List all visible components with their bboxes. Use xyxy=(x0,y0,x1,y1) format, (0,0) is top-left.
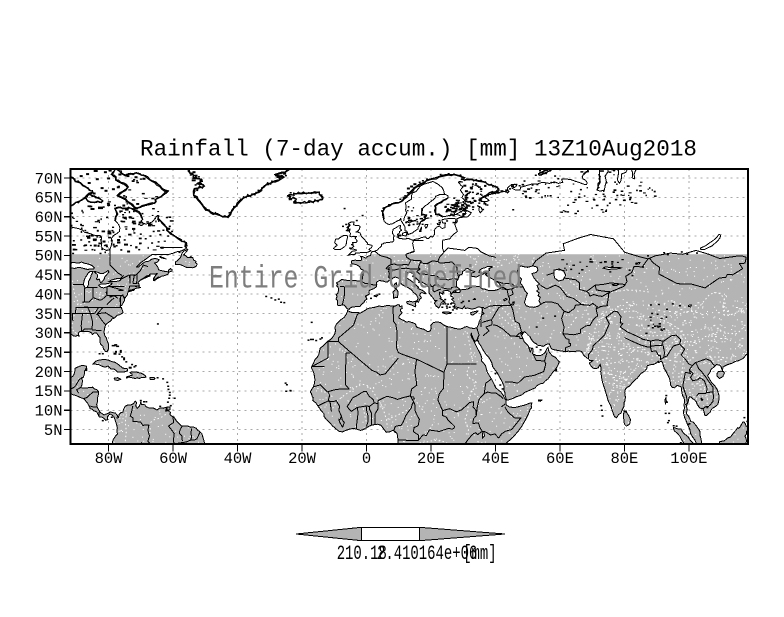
svg-text:[mm]: [mm] xyxy=(463,542,496,565)
svg-text:2.410164e+06: 2.410164e+06 xyxy=(377,542,477,565)
svg-text:20N: 20N xyxy=(35,364,63,382)
svg-text:55N: 55N xyxy=(35,228,63,246)
svg-text:80W: 80W xyxy=(95,450,124,468)
svg-text:70N: 70N xyxy=(35,170,63,188)
svg-text:0: 0 xyxy=(362,450,371,468)
svg-text:Entire Grid Undefined: Entire Grid Undefined xyxy=(209,261,522,298)
svg-text:30N: 30N xyxy=(35,325,63,343)
svg-text:60W: 60W xyxy=(159,450,188,468)
svg-text:40N: 40N xyxy=(35,286,63,304)
svg-text:40E: 40E xyxy=(482,450,510,468)
svg-text:20W: 20W xyxy=(288,450,317,468)
svg-text:20E: 20E xyxy=(417,450,445,468)
svg-text:60N: 60N xyxy=(35,209,63,227)
svg-text:45N: 45N xyxy=(35,267,63,285)
svg-text:5N: 5N xyxy=(44,422,63,440)
svg-text:80E: 80E xyxy=(610,450,638,468)
svg-text:25N: 25N xyxy=(35,344,63,362)
svg-text:Rainfall (7-day accum.) [mm] 1: Rainfall (7-day accum.) [mm] 13Z10Aug201… xyxy=(140,136,697,162)
svg-text:40W: 40W xyxy=(224,450,253,468)
svg-text:210.18: 210.18 xyxy=(337,542,387,565)
svg-text:65N: 65N xyxy=(35,190,63,208)
svg-text:60E: 60E xyxy=(546,450,574,468)
svg-text:15N: 15N xyxy=(35,383,63,401)
svg-text:100E: 100E xyxy=(670,450,707,468)
svg-text:50N: 50N xyxy=(35,248,63,266)
svg-text:10N: 10N xyxy=(35,403,63,421)
svg-text:35N: 35N xyxy=(35,306,63,324)
